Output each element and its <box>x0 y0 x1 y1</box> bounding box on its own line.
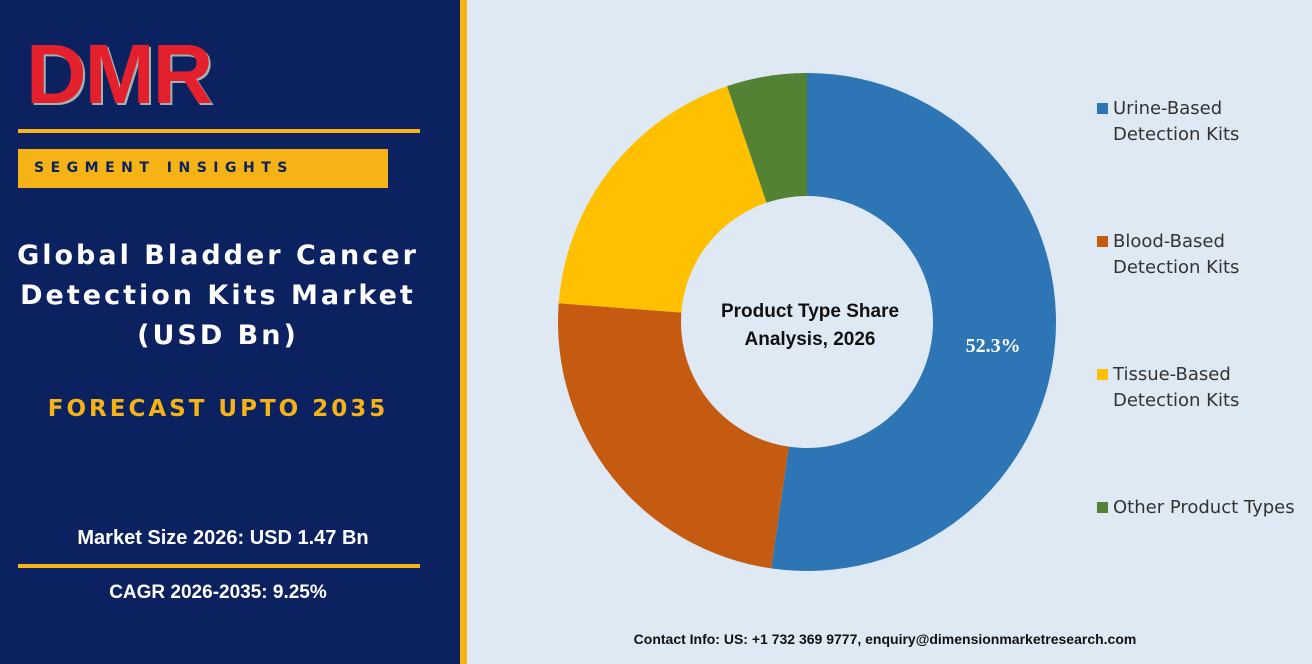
donut-segment <box>558 303 789 569</box>
title-line: Global Bladder Cancer <box>17 240 419 271</box>
cagr: CAGR 2026-2035: 9.25% <box>109 582 327 603</box>
divider <box>460 0 467 664</box>
logo: DMR <box>26 27 213 121</box>
legend-swatch <box>1097 502 1108 513</box>
data-label: 52.3% <box>966 335 1021 357</box>
legend-swatch <box>1097 103 1108 114</box>
legend-swatch <box>1097 369 1108 380</box>
donut-segment <box>558 86 767 313</box>
tag-box <box>18 149 388 188</box>
rule <box>18 129 420 133</box>
legend-label: Blood-Based Detection Kits <box>1113 231 1240 278</box>
title-line: Detection Kits Market <box>20 280 416 311</box>
legend-swatch <box>1097 236 1108 247</box>
left-panel <box>0 0 460 664</box>
legend-label: Other Product Types <box>1113 497 1295 518</box>
contact: Contact Info: US: +1 732 369 9777, enqui… <box>633 631 1137 647</box>
market-size: Market Size 2026: USD 1.47 Bn <box>77 527 369 549</box>
segment-tag: SEGMENT INSIGHTS <box>34 160 294 176</box>
donut-segment <box>771 73 1056 571</box>
forecast: FORECAST UPTO 2035 <box>47 396 389 422</box>
legend-label: Urine-Based Detection Kits <box>1113 98 1240 145</box>
title-line: (USD Bn) <box>137 320 299 351</box>
donut-segment <box>727 73 807 203</box>
legend-label: Tissue-Based Detection Kits <box>1113 364 1240 411</box>
rule <box>18 564 420 568</box>
chart-title: Product Type Share Analysis, 2026 <box>720 301 900 350</box>
